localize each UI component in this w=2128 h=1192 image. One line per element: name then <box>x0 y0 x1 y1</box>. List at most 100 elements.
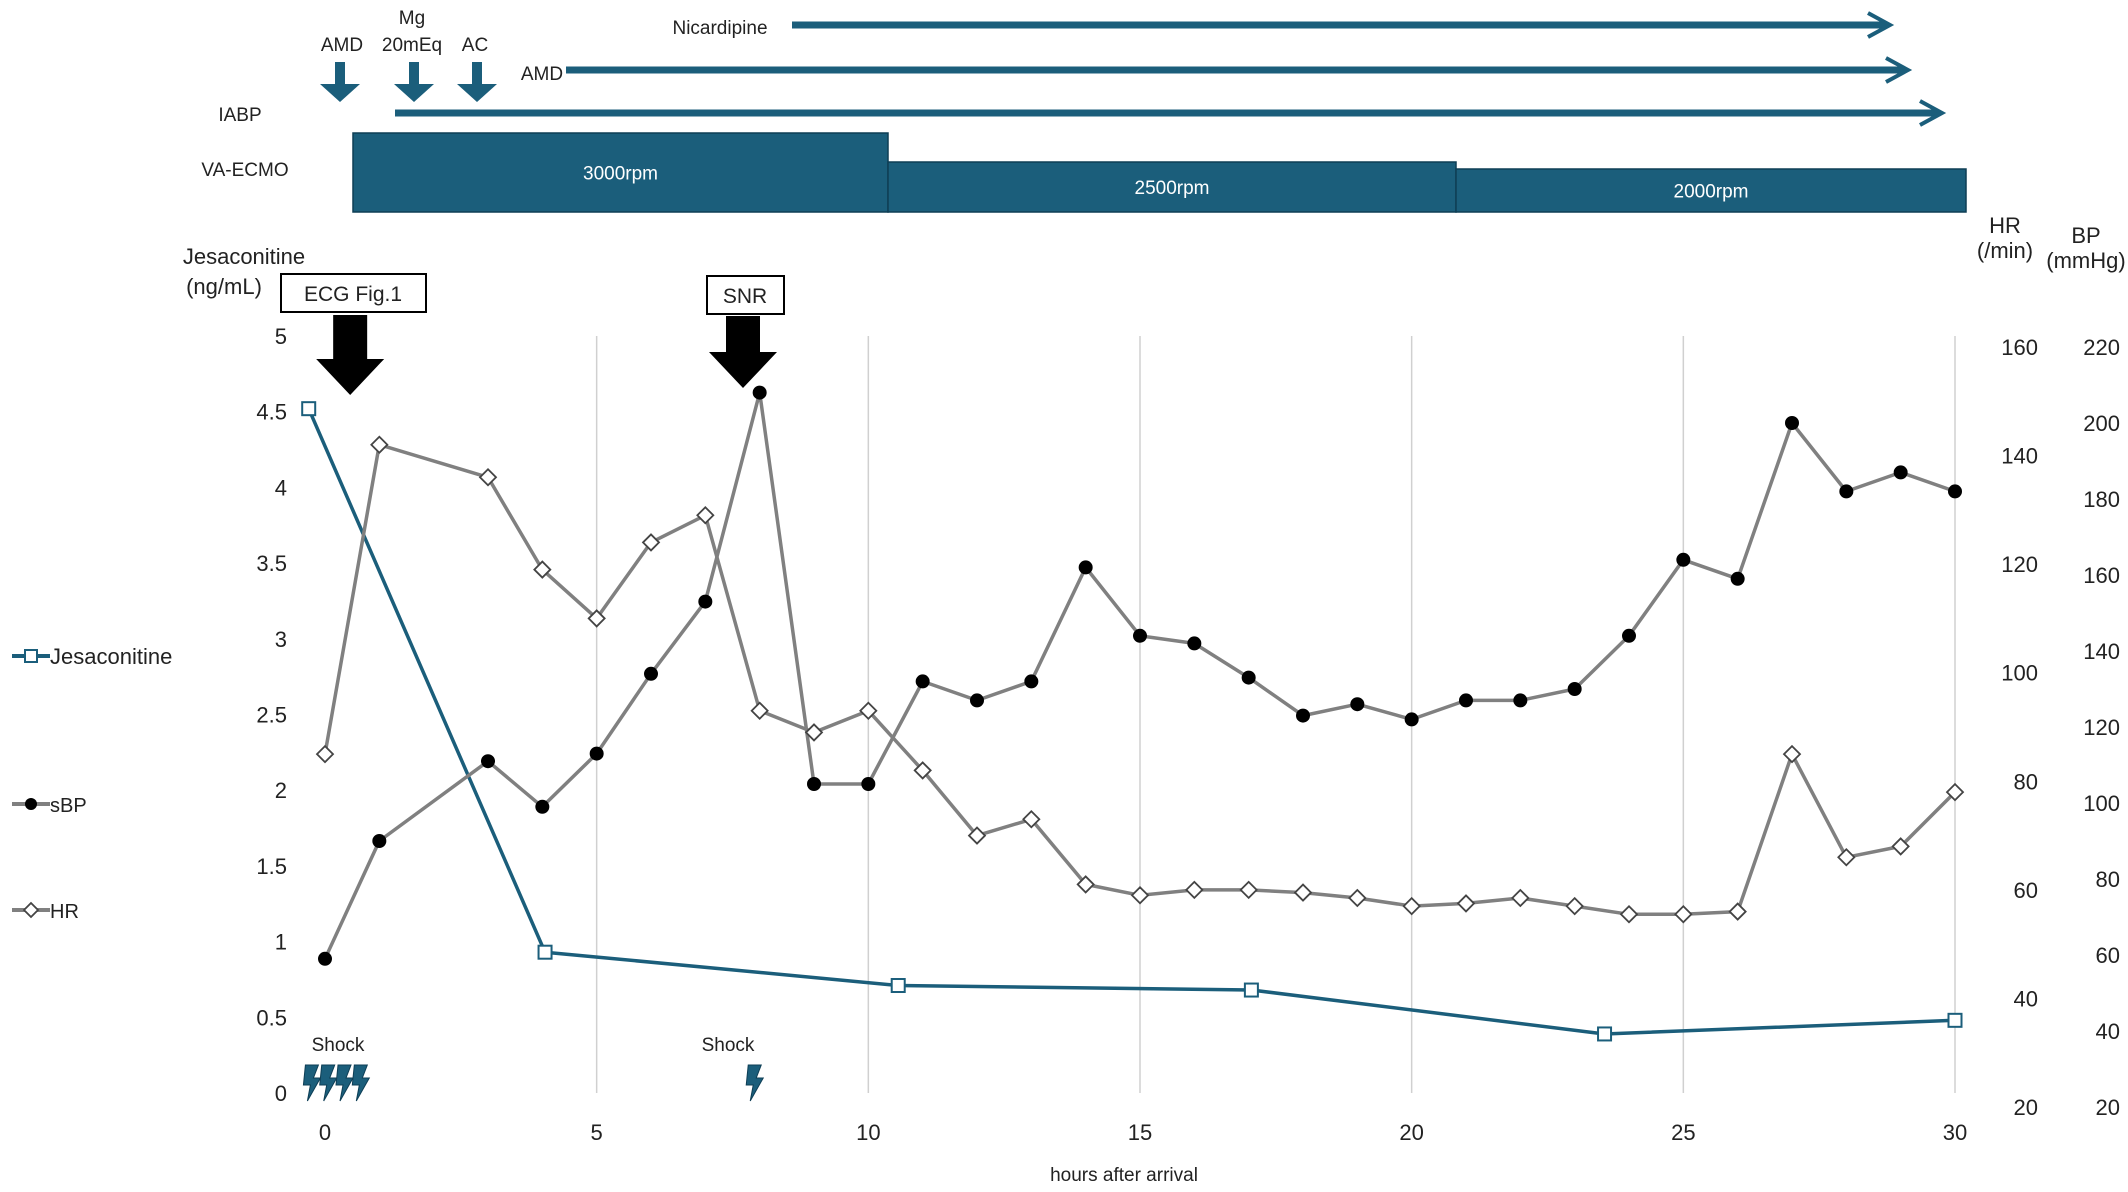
hr-tick-label: 100 <box>2001 661 2038 686</box>
hr-point <box>1891 837 1910 856</box>
shock-icon <box>302 1064 322 1102</box>
left-axis-title-line2: (ng/mL) <box>186 274 262 299</box>
hr-point <box>804 723 824 742</box>
sbp-point <box>1893 465 1908 480</box>
device-label-va-ecmo: VA-ECMO <box>201 160 288 181</box>
bp-tick-label: 40 <box>2096 1019 2120 1044</box>
sbp-point <box>861 777 876 791</box>
jesaconitine-tick-label: 3.5 <box>256 551 287 576</box>
hr-point <box>641 533 661 552</box>
sbp-point <box>1622 628 1636 643</box>
x-tick-label: 10 <box>856 1120 880 1145</box>
sbp-point <box>1676 552 1691 567</box>
x-axis-title: hours after arrival <box>1050 1165 1198 1186</box>
legend-label: HR <box>50 901 79 923</box>
bp-tick-label: 120 <box>2083 715 2120 740</box>
vertical-gridlines <box>595 336 1956 1093</box>
jesaconitine-point <box>1597 1026 1613 1042</box>
iabp-arrow-head <box>1919 99 1947 127</box>
jesaconitine-tick-label: 2.5 <box>256 703 287 728</box>
x-tick-label: 30 <box>1943 1120 1967 1145</box>
sbp-point <box>1350 697 1365 712</box>
jesaconitine-point <box>537 944 553 960</box>
hr-point <box>587 609 606 628</box>
ecmo-segment <box>887 161 1457 213</box>
jesaconitine-tick-label: 1.5 <box>256 854 287 879</box>
sbp-point <box>1839 484 1854 499</box>
sbp-point <box>752 385 767 400</box>
hr-point <box>913 761 932 780</box>
hr-point <box>1456 894 1476 913</box>
bp-tick-label: 60 <box>2096 943 2120 968</box>
ecmo-segment-label: 2500rpm <box>1135 178 1210 199</box>
jesaconitine-tick-label: 4 <box>275 475 287 500</box>
shock-icon <box>319 1064 338 1102</box>
legend-marker <box>24 649 38 663</box>
hr-point <box>1837 848 1856 867</box>
hr-point <box>1782 744 1802 764</box>
drug-down-arrow <box>394 62 434 102</box>
x-tick-label: 20 <box>1399 1120 1423 1145</box>
event-label-ecg: ECG Fig.1 <box>304 283 402 306</box>
sbp-point <box>915 674 930 689</box>
hr-point <box>1239 880 1258 900</box>
sbp-point <box>1513 693 1528 708</box>
hr-tick-label: 20 <box>2014 1095 2038 1120</box>
ecmo-segment <box>1455 168 1967 213</box>
x-tick-label: 15 <box>1128 1120 1152 1145</box>
hr-tick-label: 60 <box>2014 878 2038 903</box>
jesaconitine-tick-label: 0.5 <box>256 1005 287 1030</box>
bp-tick-label: 220 <box>2083 335 2120 360</box>
hr-point <box>1402 896 1421 916</box>
jesaconitine-tick-label: 2 <box>275 778 287 803</box>
hr-axis-ticks: 20 40 60 80 100 120 140 160 <box>2001 335 2038 1120</box>
legend-label: sBP <box>50 795 87 817</box>
bp-tick-label: 160 <box>2083 563 2120 588</box>
sbp-point <box>1024 674 1039 689</box>
drug-label-nicardipine: Nicardipine <box>672 18 767 39</box>
hr-tick-label: 40 <box>2014 986 2038 1011</box>
hr-point <box>1348 888 1367 908</box>
hr-point <box>750 701 769 720</box>
bp-axis-ticks: 20 40 60 80 100 120 140 160 180 200 220 <box>2083 335 2120 1120</box>
sbp-point <box>970 693 984 708</box>
hr-point <box>1076 875 1095 894</box>
legend-marker <box>25 798 37 810</box>
bp-tick-label: 100 <box>2083 791 2120 816</box>
hr-point <box>1945 782 1965 802</box>
drug-label-amd-infusion: AMD <box>521 64 563 85</box>
shock-icon <box>745 1064 765 1102</box>
event-box-ecg <box>280 273 427 313</box>
bp-tick-label: 80 <box>2096 867 2120 892</box>
sbp-point <box>535 799 550 814</box>
sbp-point <box>644 666 658 681</box>
bp-tick-label: 200 <box>2083 411 2120 436</box>
hr-line <box>323 442 1957 917</box>
sbp-point <box>698 594 713 609</box>
x-axis-ticks: 0 5 10 15 20 25 30 <box>319 1120 1967 1145</box>
drug-label-ac: AC <box>462 35 488 56</box>
hr-point <box>370 435 389 454</box>
sbp-point <box>1187 636 1202 651</box>
hr-point <box>478 468 498 487</box>
jesaconitine-point <box>301 401 317 417</box>
drug-down-arrow <box>457 62 497 102</box>
event-arrow <box>316 315 385 395</box>
shock-label: Shock <box>312 1035 365 1056</box>
sbp-line <box>323 390 1956 960</box>
hr-point <box>1130 886 1150 905</box>
sbp-point <box>1785 416 1799 430</box>
sbp-point <box>807 777 821 791</box>
sbp-point <box>1404 712 1419 727</box>
ecmo-segment-label: 3000rpm <box>583 164 658 185</box>
hr-tick-label: 80 <box>2014 769 2038 794</box>
bp-tick-label: 20 <box>2096 1095 2120 1120</box>
nicardipine-arrow-head <box>1867 11 1895 39</box>
x-tick-label: 5 <box>591 1120 603 1145</box>
jesaconitine-axis-ticks: 0 0.5 1 1.5 2 2.5 3 3.5 4 4.5 5 <box>256 324 287 1106</box>
sbp-point <box>1133 628 1147 643</box>
legend-marker <box>22 901 40 919</box>
legend: Jesaconitine sBP HR <box>12 644 172 923</box>
device-label-iabp: IABP <box>218 105 261 126</box>
